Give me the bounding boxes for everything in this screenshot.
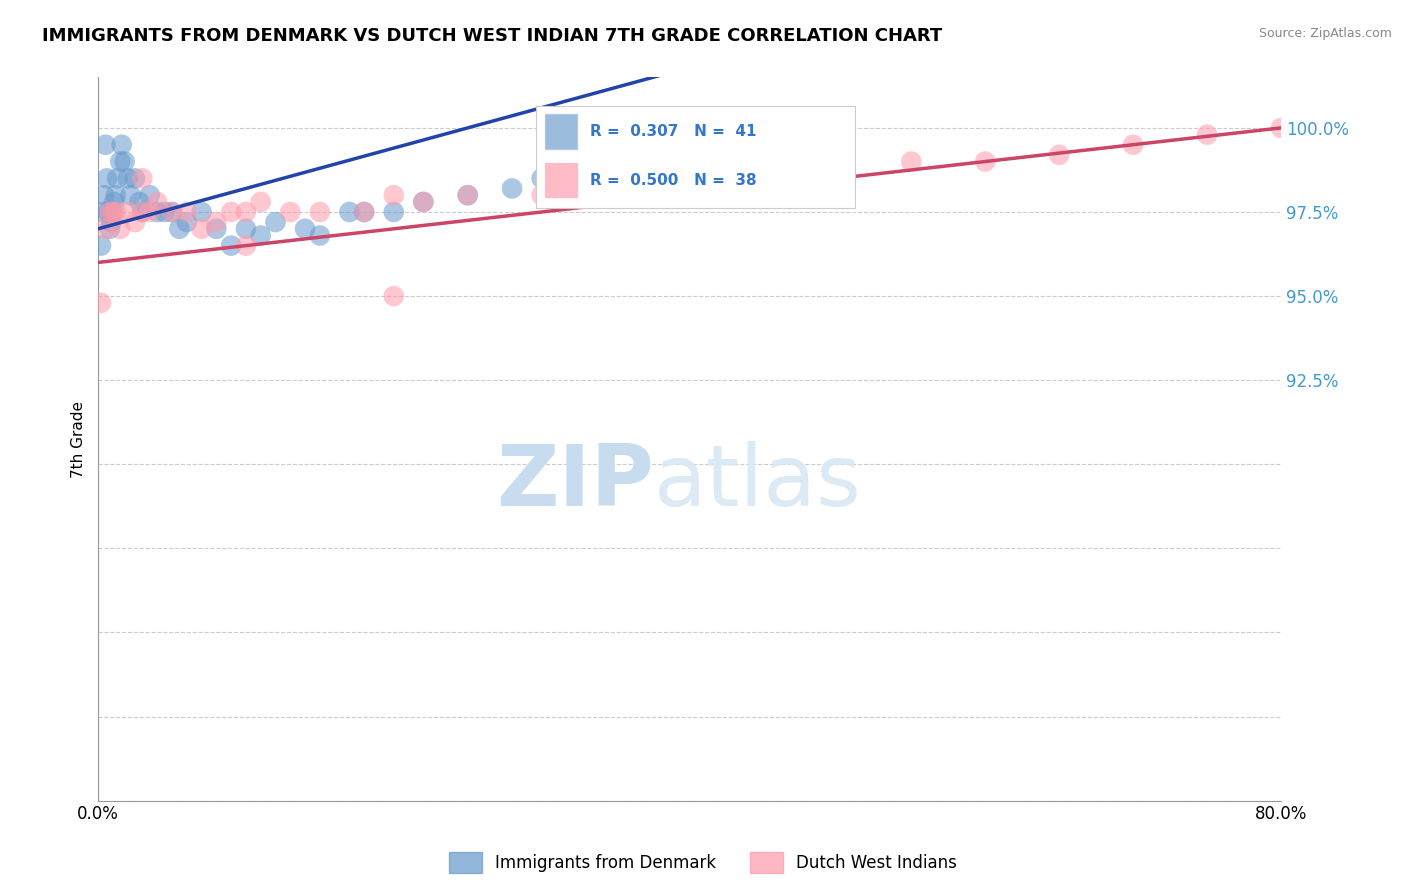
Point [176, 205, 198, 219]
Point [308, 228, 330, 243]
Point [98, 222, 121, 236]
Point [353, 205, 375, 219]
Point [1195, 128, 1218, 142]
Point [501, 181, 523, 195]
Point [91, 205, 114, 219]
Point [114, 154, 136, 169]
Text: ZIP: ZIP [496, 441, 654, 524]
Point [235, 205, 257, 219]
Point [249, 228, 271, 243]
Point [131, 205, 153, 219]
Point [90, 295, 112, 310]
Point [1047, 148, 1070, 162]
Point [169, 222, 191, 236]
Point [412, 194, 434, 209]
Point [530, 188, 553, 202]
Point [1122, 137, 1144, 152]
Point [219, 205, 242, 219]
Point [752, 171, 775, 186]
Point [124, 215, 146, 229]
Point [105, 171, 128, 186]
Point [90, 238, 112, 252]
Point [153, 205, 176, 219]
Text: atlas: atlas [654, 441, 862, 524]
Point [353, 205, 375, 219]
Point [235, 238, 257, 252]
Point [205, 222, 228, 236]
Point [94, 222, 117, 236]
Point [294, 222, 316, 236]
Point [678, 171, 700, 186]
Point [100, 215, 122, 229]
Point [111, 137, 134, 152]
Point [139, 205, 162, 219]
Point [146, 194, 169, 209]
Point [974, 154, 997, 169]
Point [176, 215, 198, 229]
Y-axis label: 7th Grade: 7th Grade [72, 401, 86, 477]
Point [96, 171, 118, 186]
Point [382, 205, 405, 219]
Point [103, 194, 125, 209]
Text: IMMIGRANTS FROM DENMARK VS DUTCH WEST INDIAN 7TH GRADE CORRELATION CHART: IMMIGRANTS FROM DENMARK VS DUTCH WEST IN… [42, 27, 942, 45]
Point [412, 194, 434, 209]
Point [264, 215, 287, 229]
Point [205, 215, 228, 229]
Point [339, 205, 361, 219]
Point [94, 137, 117, 152]
Point [139, 188, 162, 202]
Point [827, 161, 849, 176]
Point [101, 205, 124, 219]
Point [235, 222, 257, 236]
Point [190, 205, 212, 219]
Point [530, 171, 553, 186]
Point [457, 188, 479, 202]
Point [104, 188, 127, 202]
Point [160, 205, 183, 219]
Point [146, 205, 169, 219]
Point [124, 171, 146, 186]
Point [382, 188, 405, 202]
Point [104, 205, 127, 219]
Point [900, 154, 922, 169]
Text: Source: ZipAtlas.com: Source: ZipAtlas.com [1258, 27, 1392, 40]
Point [190, 222, 212, 236]
Point [131, 171, 153, 186]
Point [605, 181, 627, 195]
Point [382, 289, 405, 303]
Point [97, 205, 120, 219]
Point [249, 194, 271, 209]
Point [110, 222, 132, 236]
Point [117, 171, 139, 186]
Point [131, 205, 153, 219]
Point [128, 194, 150, 209]
Legend: Immigrants from Denmark, Dutch West Indians: Immigrants from Denmark, Dutch West Indi… [441, 846, 965, 880]
Point [219, 238, 242, 252]
Point [457, 188, 479, 202]
Point [308, 205, 330, 219]
Point [278, 205, 301, 219]
Point [110, 154, 132, 169]
Point [1270, 120, 1292, 135]
Point [120, 188, 142, 202]
Point [101, 205, 124, 219]
Point [117, 205, 139, 219]
Point [160, 205, 183, 219]
Point [98, 205, 121, 219]
Point [93, 188, 115, 202]
